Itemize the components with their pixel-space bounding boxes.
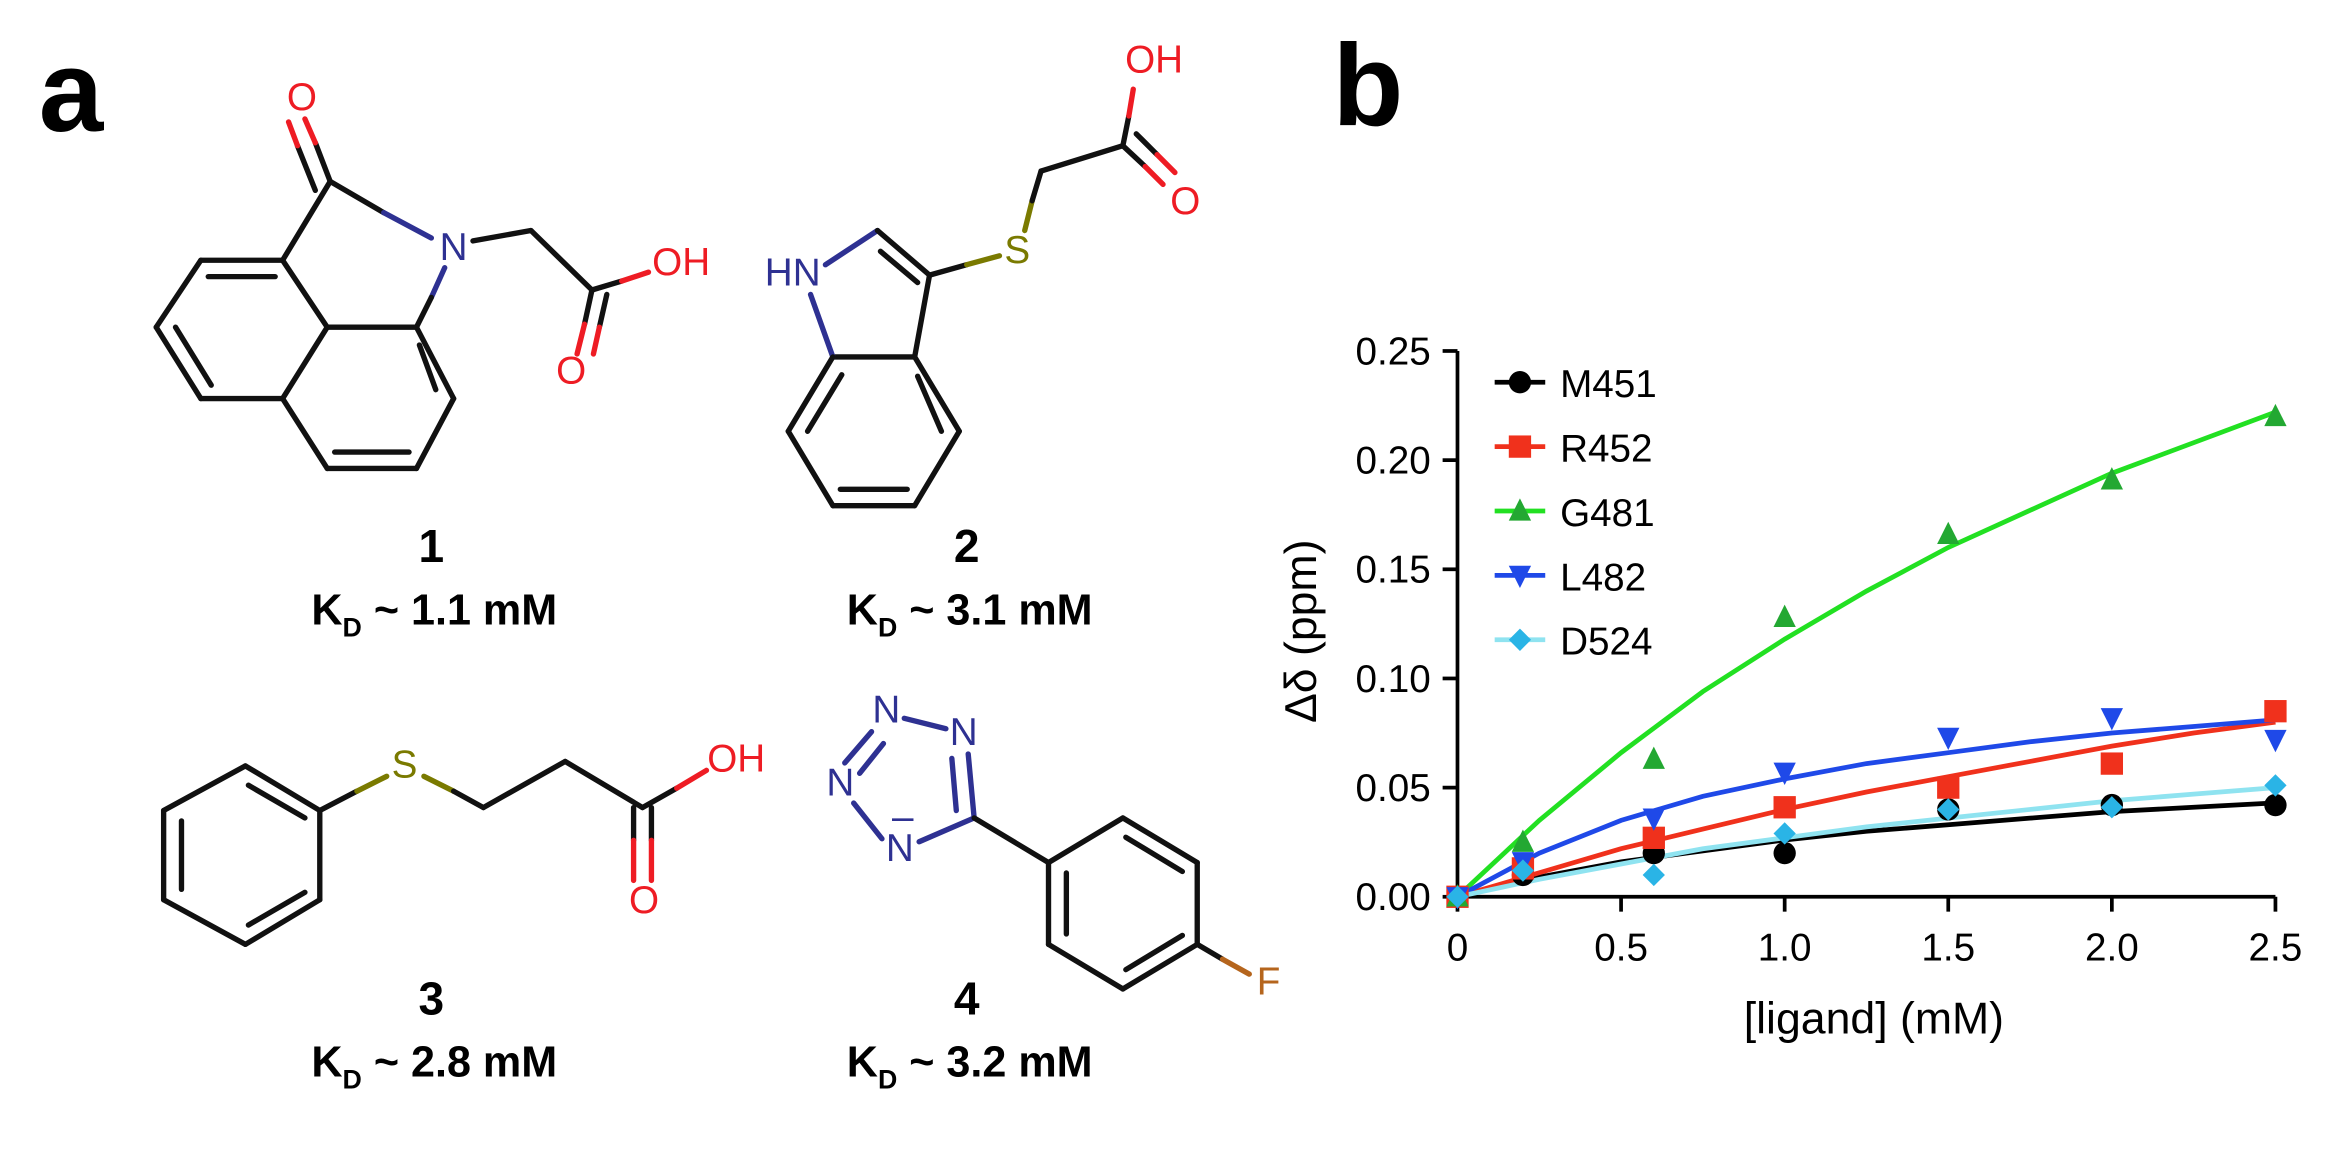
kd-symbol: K (311, 587, 342, 635)
data-point (1642, 863, 1665, 887)
compound-number: 3 (419, 972, 445, 1024)
x-tick-label: 1.0 (1758, 927, 1812, 970)
legend-marker (1508, 565, 1532, 589)
x-tick-label: 2.0 (2085, 927, 2139, 970)
data-point (2100, 752, 2124, 775)
compound-number: 2 (954, 520, 980, 572)
kd-subscript: D (878, 1065, 897, 1095)
panel-label: a (39, 26, 105, 156)
kd-label: KD ~ 2.8 mM (311, 1039, 557, 1095)
atom-label: F (1257, 961, 1281, 1004)
kd-text: ~ 3.2 mM (897, 1039, 1092, 1087)
data-point (1937, 521, 1960, 545)
kd-label: KD ~ 1.1 mM (311, 587, 557, 643)
x-tick-label: 1.5 (1921, 927, 1975, 970)
data-point (2264, 774, 2287, 797)
data-point (1937, 776, 1960, 799)
y-tick-label: 0.25 (1355, 330, 1430, 373)
atom-label: N (886, 827, 914, 870)
atom-label: OH (652, 241, 710, 284)
kd-symbol: K (847, 1039, 878, 1087)
legend-label: D524 (1560, 621, 1652, 664)
kd-subscript: D (343, 613, 362, 643)
chart: 0.00 0.05 0.10 0.15 0.20 0.25 0 0.5 1.0 1.5 2.0 2.5… (1277, 330, 2302, 1043)
data-point (1446, 885, 1469, 908)
fit-line (1456, 800, 2276, 900)
atom-label: N (950, 711, 978, 754)
legend-label: L482 (1560, 556, 1646, 599)
legend-marker (1508, 371, 1532, 394)
legend-label: M451 (1560, 363, 1657, 406)
atom-label: OH (707, 738, 765, 781)
atom-label: O (556, 350, 586, 393)
legend-marker (1508, 498, 1532, 521)
legend-label: G481 (1560, 492, 1655, 535)
x-axis-label: [ligand] (mM) (1744, 995, 2004, 1044)
data-point (2100, 708, 2124, 731)
fit-line (1456, 719, 2276, 900)
data-point (1642, 808, 1665, 831)
data-point (1937, 798, 1960, 821)
data-point (1773, 604, 1796, 627)
atom-label: S (1004, 229, 1030, 272)
data-point (1773, 762, 1796, 785)
data-point (2264, 729, 2287, 753)
y-tick-label: 0.05 (1355, 767, 1430, 810)
atom-label: N (440, 226, 468, 269)
atom-label: O (1170, 180, 1200, 223)
kd-label: KD ~ 3.2 mM (847, 1039, 1093, 1095)
kd-label: KD ~ 3.1 mM (847, 587, 1093, 643)
kd-subscript: D (343, 1065, 362, 1095)
atom-label: N (872, 689, 900, 732)
atom-label: S (392, 744, 418, 787)
structures (153, 86, 1252, 992)
compound-number: 1 (419, 520, 445, 572)
data-point (1642, 746, 1665, 769)
fit-line (1455, 409, 2277, 899)
y-tick-label: 0.00 (1355, 876, 1430, 919)
x-tick-label: 2.5 (2249, 927, 2303, 970)
y-tick-label: 0.10 (1355, 658, 1430, 701)
atom-label: – (892, 796, 914, 839)
atom-label: HN (765, 251, 821, 294)
kd-symbol: K (311, 1039, 342, 1087)
y-tick-label: 0.15 (1355, 549, 1430, 592)
data-point (1511, 829, 1535, 852)
x-tick-label: 0.5 (1594, 927, 1648, 970)
fit-line (1456, 785, 2276, 900)
legend-marker (1508, 628, 1532, 651)
data-point (1773, 796, 1796, 819)
compound-number: 4 (954, 972, 980, 1024)
y-tick-label: 0.20 (1355, 440, 1430, 483)
kd-text: ~ 3.1 mM (897, 587, 1092, 635)
data-point (1773, 841, 1796, 865)
legend-label: R452 (1560, 427, 1652, 470)
atom-label: OH (1125, 39, 1183, 82)
fit-line (1456, 717, 2276, 899)
kd-text: ~ 1.1 mM (362, 587, 557, 635)
y-axis-label: Δδ (ppm) (1277, 540, 1326, 724)
kd-text: ~ 2.8 mM (362, 1039, 557, 1087)
kd-symbol: K (847, 587, 878, 635)
data-point (2264, 793, 2287, 817)
data-point (2264, 700, 2287, 723)
data-point (1773, 822, 1796, 845)
data-point (2264, 403, 2287, 427)
x-tick-label: 0 (1447, 927, 1469, 970)
legend-marker (1508, 435, 1532, 458)
data-point (2100, 467, 2124, 490)
atom-label: O (287, 76, 317, 119)
panel-label: b (1333, 20, 1404, 150)
atom-label: N (826, 761, 854, 804)
atom-label: O (629, 879, 659, 922)
data-point (1642, 826, 1665, 849)
data-point (1937, 727, 1960, 751)
kd-subscript: D (878, 613, 897, 643)
